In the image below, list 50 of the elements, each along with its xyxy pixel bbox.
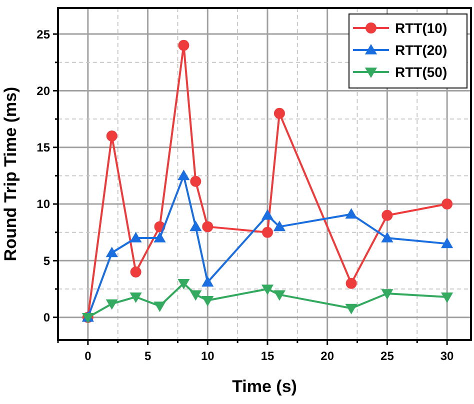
point [202, 276, 214, 287]
x-tick-label: 0 [84, 349, 92, 363]
legend-label: RTT(50) [395, 64, 448, 80]
point [178, 40, 190, 51]
point [106, 299, 118, 310]
point [106, 130, 118, 142]
point [345, 304, 358, 314]
point [273, 290, 286, 301]
point [273, 220, 286, 232]
y-tick-label: 15 [36, 140, 50, 155]
x-tick-label: 20 [320, 349, 334, 363]
point [346, 278, 357, 289]
point [130, 232, 142, 242]
y-tick-label: 25 [36, 27, 50, 42]
y-tick-label: 20 [36, 84, 50, 98]
x-tick-label: 25 [380, 349, 394, 363]
point [442, 198, 453, 210]
point [262, 226, 273, 238]
point [345, 208, 358, 219]
point [178, 170, 190, 180]
y-tick-label: 0 [43, 310, 50, 325]
x-axis-title: Time (s) [232, 377, 297, 396]
point [202, 296, 214, 306]
point [178, 278, 190, 290]
point [261, 284, 274, 296]
point [261, 209, 274, 220]
legend-label: RTT(20) [395, 42, 448, 58]
point [382, 210, 393, 221]
y-axis-title: Round Trip Time (ms) [1, 86, 20, 262]
point [381, 232, 394, 242]
point [381, 289, 394, 300]
point [154, 232, 166, 242]
x-tick-label: 30 [440, 349, 454, 363]
point [154, 302, 166, 312]
point [190, 220, 202, 232]
point [106, 246, 118, 258]
point [441, 238, 454, 248]
x-tick-label: 5 [144, 349, 152, 363]
point [202, 221, 214, 232]
point [190, 290, 202, 301]
y-tick-label: 5 [43, 254, 50, 268]
x-tick-label: 10 [200, 349, 215, 363]
point [441, 292, 454, 303]
y-tick-label: 10 [36, 197, 50, 212]
point [190, 176, 202, 187]
point [130, 266, 142, 278]
legend-label: RTT(10) [395, 20, 448, 36]
point [274, 108, 285, 119]
x-tick-label: 15 [260, 349, 274, 363]
point [130, 292, 142, 303]
